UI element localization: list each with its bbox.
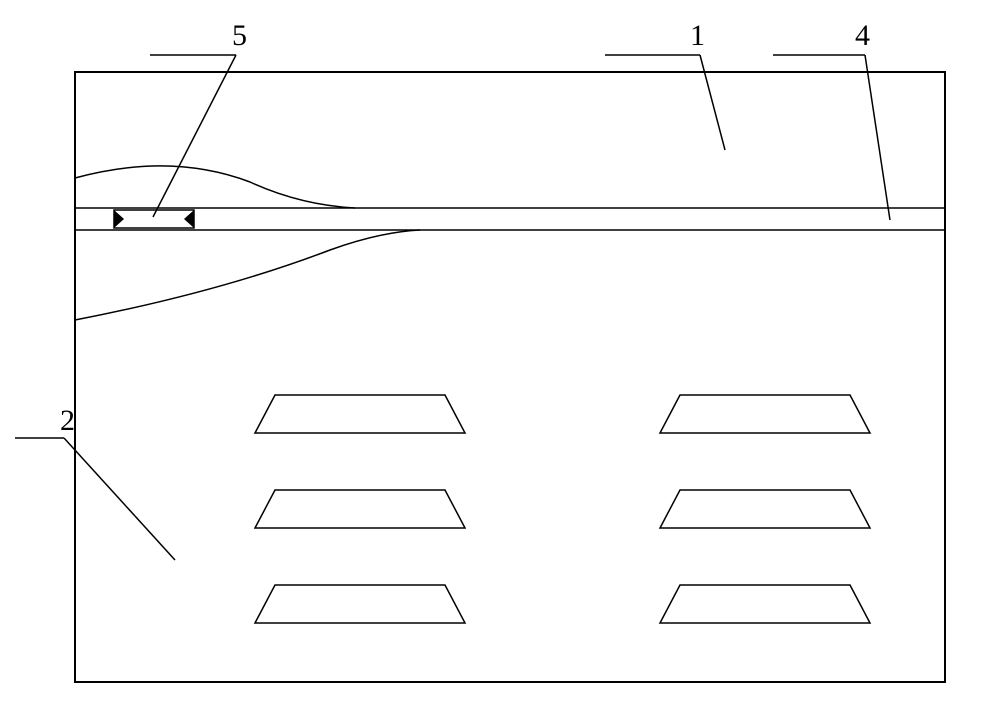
label-l4-leader: [865, 55, 890, 220]
label-l2-text: 2: [60, 404, 75, 437]
outer-frame: [75, 72, 945, 682]
louver-r1-c0: [255, 490, 465, 528]
element-5-body: [114, 210, 194, 228]
louver-r0-c0: [255, 395, 465, 433]
louver-r2-c1: [660, 585, 870, 623]
label-l1-text: 1: [690, 19, 705, 52]
label-l5-leader: [153, 55, 236, 217]
label-l1-leader: [700, 55, 725, 150]
louver-r2-c0: [255, 585, 465, 623]
louver-r1-c1: [660, 490, 870, 528]
cutaway-curve-bottom: [75, 230, 420, 320]
label-l2-leader: [64, 438, 175, 560]
louver-r0-c1: [660, 395, 870, 433]
label-l4-text: 4: [855, 19, 870, 52]
cutaway-curve-top: [75, 166, 355, 208]
element-5-notch-0: [114, 210, 124, 228]
label-l5-text: 5: [232, 19, 247, 52]
element-5-notch-1: [184, 210, 194, 228]
diagram-canvas: 1 4 5 2: [0, 0, 1000, 722]
